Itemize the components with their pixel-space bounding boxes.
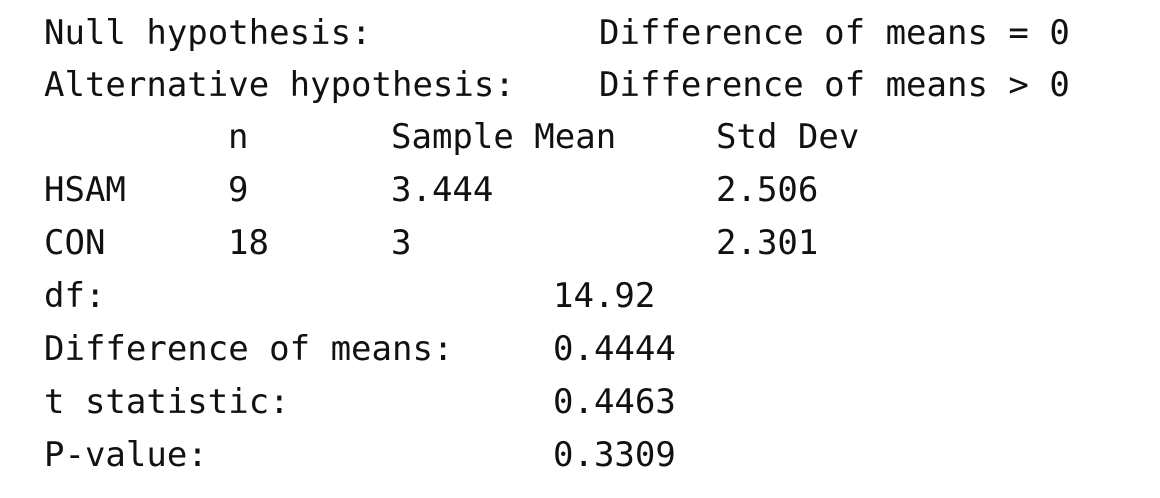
stat-df-label: df: bbox=[44, 276, 106, 316]
stat-t-value: 0.4463 bbox=[553, 382, 676, 422]
stat-t-label: t statistic: bbox=[44, 382, 290, 422]
stat-diff-means-label: Difference of means: bbox=[44, 329, 454, 369]
alternative-hypothesis-value: Difference of means > 0 bbox=[599, 65, 1070, 105]
stat-pvalue-value: 0.3309 bbox=[553, 435, 676, 475]
row-hsam-group: HSAM bbox=[44, 170, 126, 210]
header-sample-mean: Sample Mean bbox=[391, 117, 617, 157]
row-hsam-mean: 3.444 bbox=[391, 170, 494, 210]
header-std-dev: Std Dev bbox=[716, 117, 860, 157]
stat-pvalue-label: P-value: bbox=[44, 435, 208, 475]
row-con-sd: 2.301 bbox=[716, 223, 819, 263]
alternative-hypothesis-label: Alternative hypothesis: bbox=[44, 65, 515, 105]
row-con-mean: 3 bbox=[391, 223, 412, 263]
row-con-n: 18 bbox=[228, 223, 269, 263]
header-n: n bbox=[228, 117, 249, 157]
null-hypothesis-value: Difference of means = 0 bbox=[599, 13, 1070, 53]
row-con-group: CON bbox=[44, 223, 106, 263]
row-hsam-sd: 2.506 bbox=[716, 170, 819, 210]
stat-diff-means-value: 0.4444 bbox=[553, 329, 676, 369]
row-hsam-n: 9 bbox=[228, 170, 249, 210]
stat-df-value: 14.92 bbox=[553, 276, 656, 316]
null-hypothesis-label: Null hypothesis: bbox=[44, 13, 372, 53]
